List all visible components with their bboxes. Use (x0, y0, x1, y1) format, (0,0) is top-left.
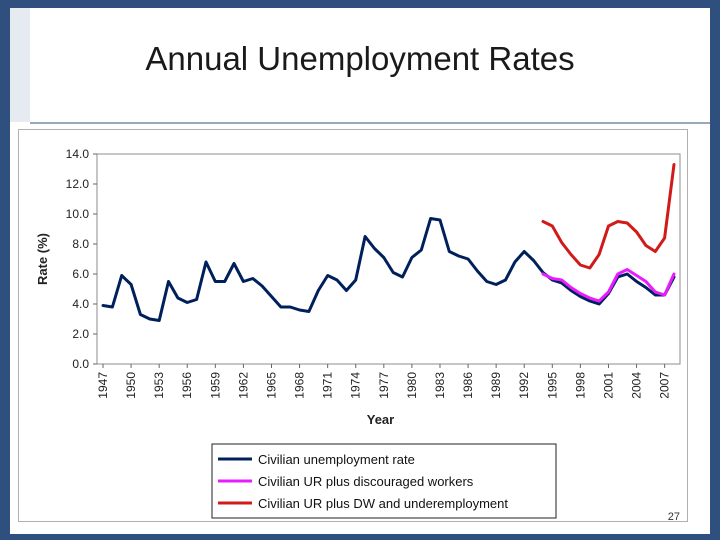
x-tick-label: 1983 (433, 372, 447, 399)
y-tick-label: 14.0 (66, 147, 90, 161)
x-tick-label: 1950 (124, 372, 138, 399)
slide-frame-right (710, 0, 720, 540)
x-tick-label: 1968 (293, 372, 307, 399)
x-tick-label: 2001 (601, 372, 615, 399)
title-band (30, 8, 710, 124)
y-tick-label: 6.0 (72, 267, 89, 281)
x-tick-label: 2007 (658, 372, 672, 399)
x-tick-label: 1989 (489, 372, 503, 399)
x-tick-label: 1998 (573, 372, 587, 399)
legend-box (211, 443, 557, 519)
slide-frame-left (0, 0, 10, 540)
x-tick-label: 1977 (377, 372, 391, 399)
x-tick-label: 1953 (152, 372, 166, 399)
legend-label: Civilian UR plus DW and underemployment (258, 496, 508, 511)
y-axis-label: Rate (%) (35, 233, 50, 285)
y-tick-label: 0.0 (72, 357, 89, 371)
slide-title: Annual Unemployment Rates (145, 40, 575, 77)
x-tick-label: 1956 (180, 372, 194, 399)
x-tick-label: 1959 (208, 372, 222, 399)
x-tick-label: 1947 (96, 372, 110, 399)
plot-area (96, 153, 681, 365)
y-tick-label: 12.0 (66, 177, 90, 191)
page-number: 27 (667, 511, 680, 523)
slide-frame-accent (10, 8, 30, 122)
x-tick-label: 1962 (236, 372, 250, 399)
y-tick-label: 8.0 (72, 237, 89, 251)
x-tick-label: 1986 (461, 372, 475, 399)
y-tick-label: 2.0 (72, 327, 89, 341)
series-line-2 (541, 268, 676, 303)
legend-label: Civilian unemployment rate (258, 452, 415, 467)
x-tick-label: 1980 (405, 372, 419, 399)
x-tick-label: 1974 (349, 372, 363, 399)
x-tick-label: 2004 (630, 372, 644, 399)
x-tick-label: 1965 (264, 372, 278, 399)
legend-label: Civilian UR plus discouraged workers (258, 474, 474, 489)
x-tick-label: 1971 (321, 372, 335, 399)
series-line-1 (101, 217, 676, 322)
x-axis-label: Year (367, 412, 394, 427)
y-tick-label: 10.0 (66, 207, 90, 221)
x-tick-label: 1992 (517, 372, 531, 399)
y-tick-label: 4.0 (72, 297, 89, 311)
slide-frame-top (0, 0, 720, 8)
x-tick-label: 1995 (545, 372, 559, 399)
series-line-3 (541, 163, 676, 270)
slide-frame-bottom (0, 534, 720, 540)
